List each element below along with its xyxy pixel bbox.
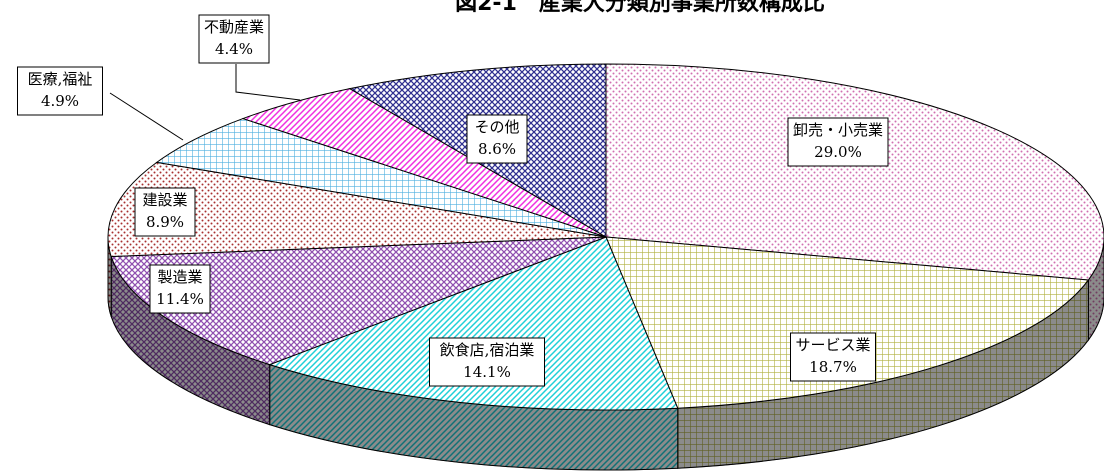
pie-slice [155, 118, 607, 238]
data-label-name: 飲食店,宿泊業 [440, 341, 535, 359]
data-label-value: 4.4% [215, 40, 253, 58]
label-box [149, 264, 211, 314]
pie-slice [268, 236, 679, 411]
data-label-value: 18.7% [809, 358, 857, 376]
label-box [198, 14, 270, 64]
label-box [134, 187, 196, 237]
data-label-value: 8.6% [478, 140, 516, 158]
data-label-name: 医療,福祉 [28, 70, 93, 88]
label-box [17, 66, 103, 116]
leader-line [109, 92, 184, 141]
data-label-name: 建設業 [142, 191, 187, 209]
data-label-value: 14.1% [463, 363, 511, 381]
data-label-value: 29.0% [814, 143, 862, 161]
pie-slice [107, 161, 607, 258]
data-label-name: その他 [474, 118, 519, 136]
pie-slice [110, 236, 607, 366]
data-label-value: 4.9% [41, 92, 79, 110]
data-label-name: 製造業 [157, 268, 202, 286]
label-box [787, 117, 889, 167]
data-label-name: 不動産業 [204, 18, 264, 36]
pie-slice [605, 236, 1090, 409]
label-box [466, 114, 528, 164]
leader-line [235, 64, 301, 101]
chart-title: 図2-1 産業大分類別事業所数構成比 [455, 0, 825, 16]
label-box [790, 332, 876, 382]
data-label-value: 11.4% [156, 290, 204, 308]
data-label-name: 卸売・小売業 [793, 121, 883, 139]
label-box [429, 337, 545, 387]
data-label-name: サービス業 [795, 336, 870, 354]
data-label-value: 8.9% [146, 213, 184, 231]
